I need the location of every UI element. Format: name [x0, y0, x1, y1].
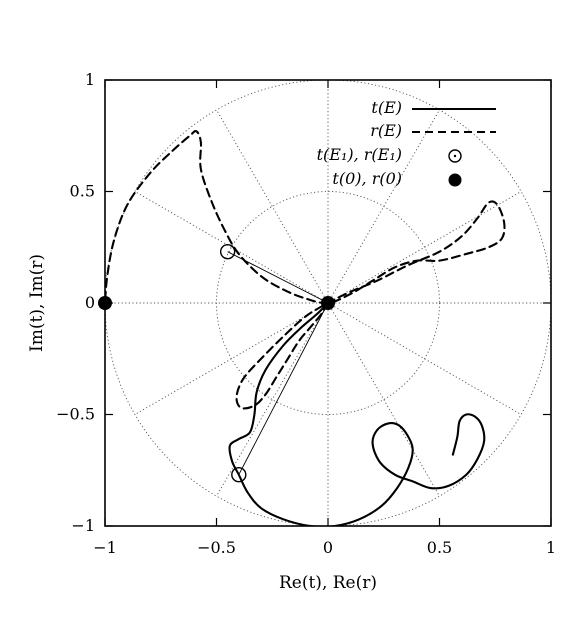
polar-grid: [105, 80, 551, 526]
legend-label-t: t(E): [371, 98, 402, 117]
connector-line: [238, 302, 329, 475]
y-tick-label: −0.5: [56, 405, 95, 424]
marker-open-circle: [219, 244, 236, 260]
legend-swatch-e1-dot: [453, 154, 457, 158]
grid-radial-line: [134, 191, 329, 304]
x-axis-label: Re(t), Re(r): [279, 573, 377, 593]
x-tick-label: 0: [323, 538, 333, 557]
grid-radial-line: [327, 302, 440, 497]
grid-radial-line: [327, 191, 522, 304]
grid-radial-line: [134, 302, 329, 415]
grid-radial-line: [216, 302, 329, 497]
y-axis-label: Im(t), Im(r): [27, 254, 47, 352]
x-tick-label: 0.5: [427, 538, 452, 557]
x-tick-label: −1: [93, 538, 117, 557]
y-tick-label: 0.5: [70, 182, 95, 201]
series-layer: [105, 129, 506, 526]
grid-radial-line: [216, 109, 329, 304]
legend-label-e1: t(E₁), r(E₁): [317, 145, 402, 164]
legend-label-r: r(E): [370, 121, 402, 140]
x-tick-label: −0.5: [197, 538, 236, 557]
legend-swatch-zero: [448, 173, 462, 187]
tick-layer: −1 −0.5 0 0.5 1 −1 −0.5 0 0.5 1: [56, 70, 556, 557]
grid-circle: [216, 191, 440, 415]
grid-radial-line: [327, 109, 440, 304]
legend: t(E) r(E) t(E₁), r(E₁) t(0), r(0): [317, 98, 496, 188]
grid-radial-line: [327, 302, 522, 415]
legend-label-zero: t(0), r(0): [332, 169, 402, 188]
marker-filled-circle: [321, 296, 335, 310]
connector-lines: [227, 251, 329, 475]
marker-layer: [98, 244, 335, 483]
x-tick-label: 1: [546, 538, 556, 557]
y-tick-label: 1: [85, 70, 95, 89]
series-line-r: [105, 129, 506, 410]
y-tick-label: 0: [85, 293, 95, 312]
y-tick-label: −1: [71, 516, 95, 535]
series-line-t: [228, 301, 486, 526]
marker-open-circle: [231, 467, 247, 483]
